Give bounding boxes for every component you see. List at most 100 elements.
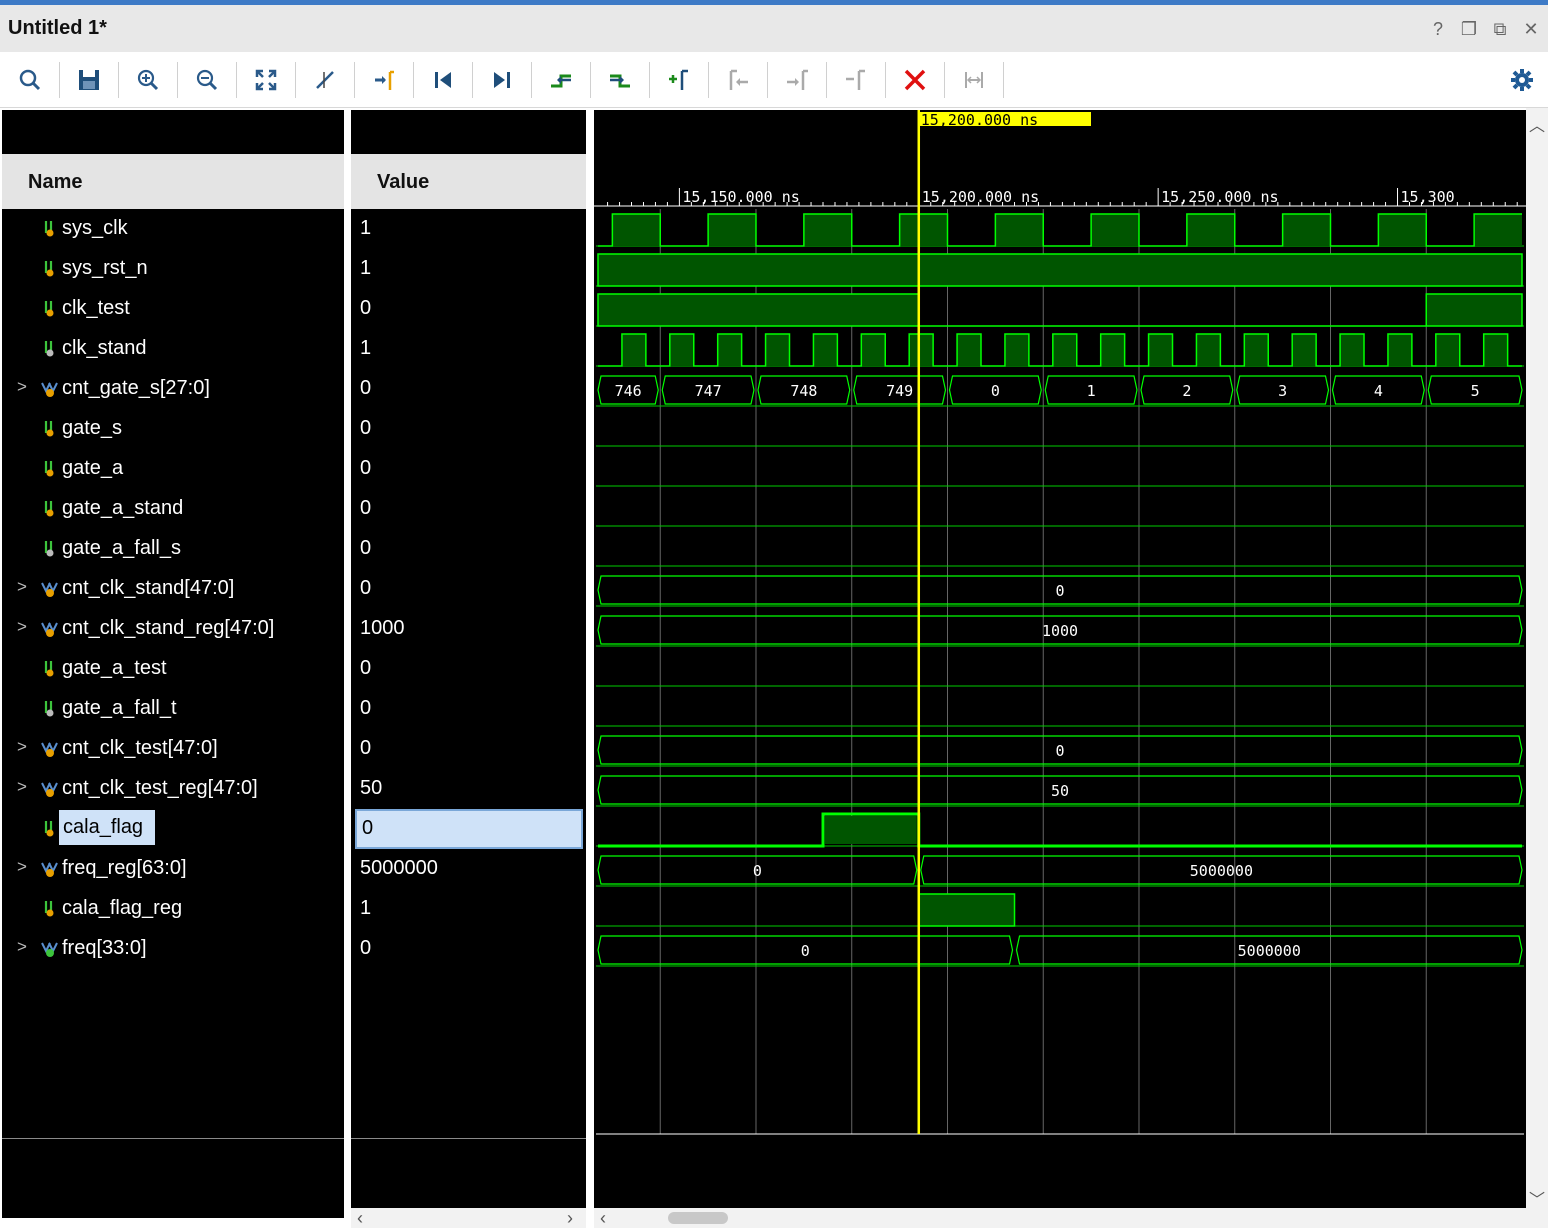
signal-value-row[interactable]: 1000 xyxy=(351,609,586,649)
waveform-canvas[interactable]: 15,150.000 ns 15,200.000 ns 15,250.000 ns 1… xyxy=(594,110,1526,1218)
signal-row[interactable]: sys_clk xyxy=(2,209,344,249)
expand-chevron-icon[interactable]: > xyxy=(17,857,27,876)
scroll-thumb[interactable] xyxy=(668,1212,728,1224)
signal-row[interactable]: gate_a_test xyxy=(2,649,344,689)
signal-value-row[interactable]: 0 xyxy=(351,489,586,529)
signal-name[interactable]: clk_stand xyxy=(62,337,147,359)
signal-name[interactable]: gate_s xyxy=(62,417,123,439)
signal-row[interactable]: gate_a_fall_t xyxy=(2,689,344,729)
signal-name[interactable]: cala_flag xyxy=(59,810,156,845)
delete-all-icon[interactable] xyxy=(899,64,931,96)
signal-value-row[interactable]: 0 xyxy=(351,929,586,969)
scroll-down-icon[interactable]: ﹀ xyxy=(1529,1192,1546,1209)
signal-row[interactable]: > freq[33:0] xyxy=(2,929,344,969)
signal-name[interactable]: gate_a xyxy=(62,457,124,479)
signal-row[interactable]: > cnt_gate_s[27:0] xyxy=(2,369,344,409)
previous-marker-icon[interactable] xyxy=(722,64,754,96)
signal-row[interactable]: gate_a_stand xyxy=(2,489,344,529)
signal-value-row[interactable]: 0 xyxy=(351,569,586,609)
signal-name[interactable]: cnt_clk_stand[47:0] xyxy=(62,577,235,599)
signal-name[interactable]: freq_reg[63:0] xyxy=(62,857,187,879)
signal-name[interactable]: cnt_clk_stand_reg[47:0] xyxy=(62,617,275,639)
delete-marker-icon[interactable] xyxy=(840,64,872,96)
restore-icon[interactable]: ❐ xyxy=(1460,19,1478,39)
expand-chevron-icon[interactable]: > xyxy=(17,937,27,956)
signal-row[interactable]: > freq_reg[63:0] xyxy=(2,849,344,889)
signal-row[interactable]: gate_s xyxy=(2,409,344,449)
next-marker-icon[interactable] xyxy=(781,64,813,96)
zoom-in-icon[interactable] xyxy=(132,64,164,96)
signal-value-row[interactable]: 5000000 xyxy=(351,849,586,889)
signal-row[interactable]: cala_flag xyxy=(2,809,344,849)
waveform-horizontal-scrollbar[interactable]: ‹ xyxy=(594,1208,1526,1228)
next-transition-icon[interactable] xyxy=(604,64,636,96)
signal-name[interactable]: cnt_clk_test_reg[47:0] xyxy=(62,777,258,799)
signal-value-row[interactable]: 0 xyxy=(351,729,586,769)
signal-value-row[interactable]: 0 xyxy=(351,689,586,729)
signal-value-row[interactable]: 1 xyxy=(351,209,586,249)
signal-value-row[interactable]: 50 xyxy=(351,769,586,809)
expand-chevron-icon[interactable]: > xyxy=(17,617,27,636)
signal-value-row[interactable]: 0 xyxy=(351,369,586,409)
scroll-up-icon[interactable]: ︿ xyxy=(1529,118,1546,135)
expand-chevron-icon[interactable]: > xyxy=(17,737,27,756)
signal-name[interactable]: sys_rst_n xyxy=(62,257,148,279)
value-horizontal-scrollbar[interactable]: ‹ › xyxy=(351,1208,586,1228)
float-icon[interactable]: ⧉ xyxy=(1493,19,1507,39)
signal-name[interactable]: clk_test xyxy=(62,297,130,319)
signal-value-row[interactable]: 1 xyxy=(351,889,586,929)
expand-chevron-icon[interactable]: > xyxy=(17,577,27,596)
add-marker-icon[interactable] xyxy=(663,64,695,96)
signal-value-row[interactable]: 0 xyxy=(351,289,586,329)
go-to-last-time-icon[interactable] xyxy=(486,64,518,96)
signal-row[interactable]: clk_stand xyxy=(2,329,344,369)
signal-name[interactable]: freq[33:0] xyxy=(62,937,147,959)
signal-name[interactable]: cnt_gate_s[27:0] xyxy=(62,377,210,399)
settings-icon[interactable] xyxy=(1506,64,1538,96)
signal-row[interactable]: gate_a xyxy=(2,449,344,489)
scroll-right-icon[interactable]: › xyxy=(567,1208,573,1228)
signal-value-row[interactable]: 1 xyxy=(351,329,586,369)
expand-chevron-icon[interactable]: > xyxy=(17,777,27,796)
scroll-left-icon[interactable]: ‹ xyxy=(357,1208,363,1228)
signal-row[interactable]: > cnt_clk_test[47:0] xyxy=(2,729,344,769)
waveform-panel[interactable]: 15,150.000 ns 15,200.000 ns 15,250.000 ns 1… xyxy=(594,110,1526,1218)
signal-name[interactable]: gate_a_fall_t xyxy=(62,697,177,719)
signal-value-row[interactable]: 0 xyxy=(351,409,586,449)
signal-row[interactable]: clk_test xyxy=(2,289,344,329)
go-to-time-zero-icon[interactable] xyxy=(427,64,459,96)
signal-value-row[interactable]: 0 xyxy=(351,649,586,689)
close-icon[interactable]: ✕ xyxy=(1523,19,1539,39)
previous-transition-icon[interactable] xyxy=(545,64,577,96)
signal-row[interactable]: > cnt_clk_stand[47:0] xyxy=(2,569,344,609)
value-column-header[interactable]: Value xyxy=(351,154,586,209)
signal-name[interactable]: gate_a_stand xyxy=(62,497,184,519)
zoom-out-icon[interactable] xyxy=(191,64,223,96)
signal-value-row[interactable]: 0 xyxy=(351,449,586,489)
swap-cursor-icon[interactable] xyxy=(958,64,990,96)
signal-value-row[interactable]: 1 xyxy=(351,249,586,289)
cursor-icon[interactable] xyxy=(309,64,341,96)
signal-value-row[interactable]: 0 xyxy=(355,809,583,849)
vertical-scrollbar[interactable]: ︿ ﹀ xyxy=(1526,108,1548,1228)
help-icon[interactable]: ? xyxy=(1432,19,1443,39)
signal-row[interactable]: > cnt_clk_test_reg[47:0] xyxy=(2,769,344,809)
signal-name[interactable]: gate_a_test xyxy=(62,657,167,679)
cursor-time-label[interactable]: 15,200.000 ns xyxy=(918,112,1091,126)
signal-row[interactable]: > cnt_clk_stand_reg[47:0] xyxy=(2,609,344,649)
signal-value-row[interactable]: 0 xyxy=(351,529,586,569)
signal-name[interactable]: cnt_clk_test[47:0] xyxy=(62,737,218,759)
go-to-cursor-icon[interactable] xyxy=(368,64,400,96)
signal-row[interactable]: gate_a_fall_s xyxy=(2,529,344,569)
signal-name[interactable]: sys_clk xyxy=(62,217,128,239)
signal-name[interactable]: cala_flag_reg xyxy=(62,897,183,919)
save-icon[interactable] xyxy=(73,64,105,96)
signal-name[interactable]: gate_a_fall_s xyxy=(62,537,181,559)
scroll-left-icon[interactable]: ‹ xyxy=(600,1208,606,1228)
signal-row[interactable]: cala_flag_reg xyxy=(2,889,344,929)
zoom-fit-icon[interactable] xyxy=(250,64,282,96)
signal-row[interactable]: sys_rst_n xyxy=(2,249,344,289)
search-icon[interactable] xyxy=(14,64,46,96)
expand-chevron-icon[interactable]: > xyxy=(17,377,27,396)
name-column-header[interactable]: Name xyxy=(2,154,344,209)
